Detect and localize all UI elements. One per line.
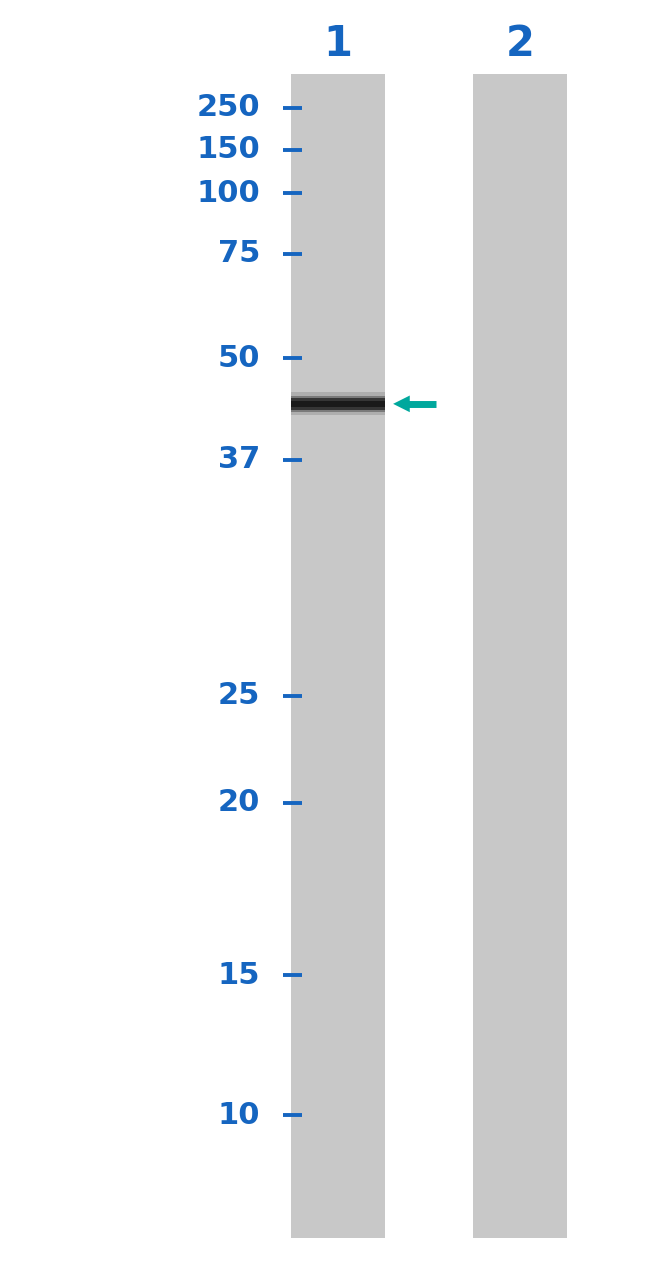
Bar bbox=[291, 392, 385, 415]
Bar bbox=[291, 396, 385, 411]
Text: 37: 37 bbox=[218, 446, 260, 474]
Text: 50: 50 bbox=[218, 344, 260, 372]
Text: 2: 2 bbox=[506, 23, 534, 66]
Text: 100: 100 bbox=[196, 179, 260, 207]
Bar bbox=[291, 399, 385, 409]
Text: 20: 20 bbox=[218, 789, 260, 817]
Bar bbox=[473, 74, 567, 1238]
Text: 10: 10 bbox=[218, 1101, 260, 1129]
Text: 75: 75 bbox=[218, 240, 260, 268]
Text: 250: 250 bbox=[196, 94, 260, 122]
Text: 1: 1 bbox=[324, 23, 352, 66]
Text: 25: 25 bbox=[218, 682, 260, 710]
Bar bbox=[291, 401, 385, 406]
Text: 150: 150 bbox=[196, 136, 260, 164]
Bar bbox=[291, 74, 385, 1238]
Text: 15: 15 bbox=[218, 961, 260, 989]
